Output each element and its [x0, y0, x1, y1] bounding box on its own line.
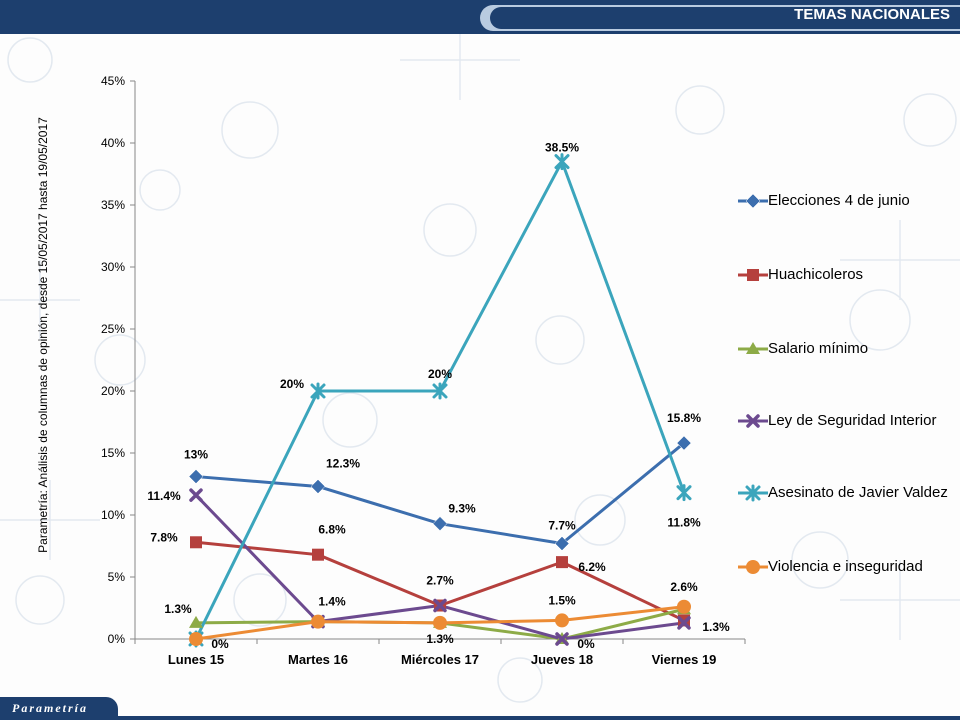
series-line [194, 160, 686, 640]
data-label: 7.7% [548, 519, 576, 533]
y-tick-label: 20% [101, 384, 125, 398]
footer-line [118, 716, 960, 720]
legend-item: Ley de Seguridad Interior [738, 410, 948, 432]
legend-label: Huachicoleros [768, 266, 864, 283]
data-labels: 13% 12.3% 9.3% 7.7% 15.8% 7.8% 6.8% 2.7% 6.2% 1.3… [147, 141, 730, 651]
legend-label: Salario mínimo [768, 340, 869, 357]
x-marker [555, 632, 569, 646]
legend-swatch [738, 342, 768, 354]
data-label: 11.8% [667, 516, 701, 530]
data-label: 1.3% [426, 632, 454, 646]
legend-item: Asesinato de Javier Valdez [738, 482, 948, 504]
square-marker [678, 614, 690, 627]
square-marker [747, 269, 759, 281]
y-tick-label: 45% [101, 74, 125, 88]
data-label: 12.3% [326, 456, 360, 470]
series-lines [194, 160, 686, 641]
x-marker [189, 488, 203, 502]
data-label: 9.3% [448, 502, 476, 516]
cross-marker [310, 382, 326, 400]
circle-marker [555, 613, 569, 628]
y-tick-label: 0% [108, 632, 126, 646]
data-label: 20% [428, 367, 452, 381]
data-label: 6.2% [578, 560, 606, 574]
data-label: 2.6% [670, 580, 698, 594]
data-label: 0% [577, 637, 595, 651]
data-label: 1.3% [702, 620, 730, 634]
data-label: 1.4% [318, 595, 346, 609]
circle-marker [433, 615, 447, 630]
data-label: 1.5% [548, 593, 576, 607]
legend-item: Huachicoleros [738, 264, 948, 286]
data-label: 1.3% [164, 602, 192, 616]
y-tick-label: 35% [101, 198, 125, 212]
cross-marker [676, 484, 692, 502]
legend-item: Violencia e inseguridad [738, 556, 948, 578]
data-label: 2.7% [426, 574, 454, 588]
triangle-marker [746, 342, 760, 354]
legend-item: Salario mínimo [738, 338, 948, 360]
legend-item: Elecciones 4 de junio [738, 190, 948, 212]
x-tick-label: Viernes 19 [652, 652, 717, 667]
legend-label: Violencia e inseguridad [768, 558, 923, 575]
legend-label: Ley de Seguridad Interior [768, 412, 937, 429]
y-ticks: 0% 5% 10% 15% 20% 25% 30% 35% 40% 45% [101, 74, 135, 646]
circle-marker [189, 632, 203, 646]
diamond-marker [554, 536, 570, 551]
y-tick-label: 15% [101, 446, 125, 460]
data-label: 7.8% [150, 530, 178, 544]
square-marker [556, 556, 568, 569]
x-tick-label: Jueves 18 [531, 652, 593, 667]
y-tick-label: 5% [108, 570, 126, 584]
data-label: 38.5% [545, 141, 579, 155]
data-label: 15.8% [667, 411, 701, 425]
x-tick-label: Miércoles 17 [401, 652, 479, 667]
x-marker [746, 414, 760, 428]
legend-swatch [738, 484, 768, 502]
series-markers [188, 153, 692, 648]
y-tick-label: 25% [101, 322, 125, 336]
cross-marker [745, 484, 761, 502]
footer-brand: Parametría [12, 701, 88, 715]
section-title: TEMAS NACIONALES [794, 6, 950, 23]
legend-swatch [738, 269, 768, 281]
legend-swatch [738, 414, 768, 428]
data-label: 0% [211, 637, 229, 651]
legend-swatch [738, 560, 768, 574]
circle-marker [311, 614, 325, 629]
y-tick-label: 30% [101, 260, 125, 274]
footer-brand-tab [0, 697, 118, 720]
cross-marker [554, 153, 570, 171]
circle-marker [746, 560, 760, 574]
legend-label: Asesinato de Javier Valdez [768, 484, 948, 501]
cross-marker [432, 382, 448, 400]
square-marker [312, 548, 324, 561]
x-marker [433, 598, 447, 613]
circle-marker [677, 599, 691, 614]
diamond-marker [432, 516, 448, 532]
legend-swatch [738, 193, 768, 209]
legend-label: Elecciones 4 de junio [768, 192, 910, 209]
x-marker [677, 616, 691, 630]
diamond-marker [745, 193, 761, 209]
x-ticks: Lunes 15 Martes 16 Miércoles 17 Jueves 18 Vi… [134, 639, 746, 667]
data-label: 11.4% [147, 489, 181, 503]
data-label: 20% [280, 377, 304, 391]
data-label: 6.8% [318, 523, 346, 537]
diamond-marker [310, 479, 326, 494]
square-marker [190, 536, 202, 549]
header-title-tab [490, 7, 960, 29]
diamond-marker [188, 469, 204, 484]
x-tick-label: Lunes 15 [168, 652, 224, 667]
triangle-marker [189, 615, 203, 628]
y-tick-label: 10% [101, 508, 125, 522]
x-tick-label: Martes 16 [288, 652, 348, 667]
y-tick-label: 40% [101, 136, 125, 150]
data-label: 13% [184, 448, 208, 462]
diamond-marker [676, 435, 692, 451]
